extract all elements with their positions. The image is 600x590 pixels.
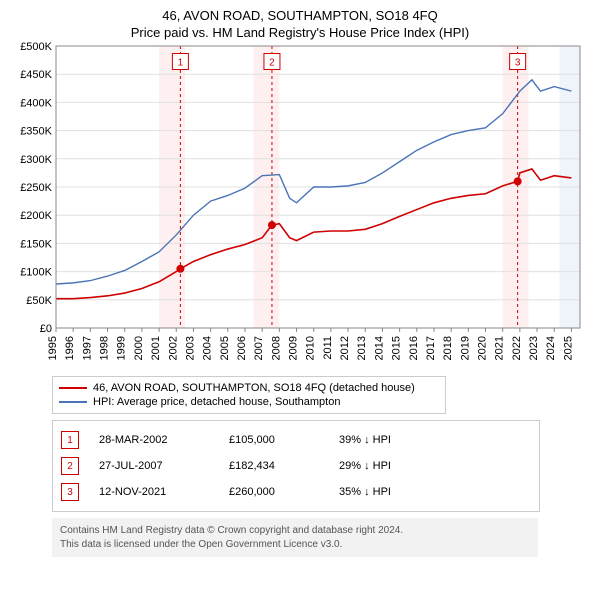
x-tick-label: 2014 — [373, 336, 385, 360]
sale-diff: 29% ↓ HPI — [339, 460, 449, 472]
x-tick-label: 2022 — [511, 336, 523, 360]
title-subtitle: Price paid vs. HM Land Registry's House … — [10, 25, 590, 40]
x-tick-label: 2009 — [288, 336, 300, 360]
sale-dot — [176, 265, 184, 273]
legend-label: HPI: Average price, detached house, Sout… — [93, 396, 340, 408]
sales-table: 1 28-MAR-2002 £105,000 39% ↓ HPI 2 27-JUL-200… — [52, 420, 540, 512]
sale-date: 28-MAR-2002 — [99, 434, 209, 446]
sales-row: 3 12-NOV-2021 £260,000 35% ↓ HPI — [61, 479, 531, 505]
y-tick-label: £150K — [20, 238, 52, 250]
y-tick-label: £400K — [20, 97, 52, 109]
x-tick-label: 2005 — [219, 336, 231, 360]
sale-price: £105,000 — [229, 434, 319, 446]
sale-diff: 39% ↓ HPI — [339, 434, 449, 446]
sale-price: £260,000 — [229, 486, 319, 498]
x-tick-label: 2008 — [270, 336, 282, 360]
x-tick-label: 2021 — [494, 336, 506, 360]
x-tick-label: 1998 — [99, 336, 111, 360]
legend-swatch — [59, 401, 87, 403]
title-address: 46, AVON ROAD, SOUTHAMPTON, SO18 4FQ — [10, 8, 590, 23]
price-chart: £0 £50K £100K £150K £200K £250K £300K £350K £400… — [10, 40, 590, 370]
x-tick-label: 2002 — [167, 336, 179, 360]
x-tick-label: 2006 — [236, 336, 248, 360]
x-tick-label: 1999 — [116, 336, 128, 360]
x-tick-label: 2018 — [442, 336, 454, 360]
attribution-line1: Contains HM Land Registry data © Crown c… — [60, 524, 530, 538]
y-tick-label: £50K — [26, 295, 52, 307]
x-tick-label: 2004 — [202, 336, 214, 360]
x-tick-label: 1996 — [64, 336, 76, 360]
x-tick-label: 1995 — [47, 336, 59, 360]
attribution-line2: This data is licensed under the Open Gov… — [60, 538, 530, 552]
sale-marker-number: 3 — [515, 58, 521, 69]
sale-marker-number: 2 — [269, 58, 275, 69]
y-tick-label: £500K — [20, 41, 52, 53]
sale-dot — [514, 177, 522, 185]
y-tick-label: £0 — [40, 323, 52, 335]
legend: 46, AVON ROAD, SOUTHAMPTON, SO18 4FQ (de… — [52, 376, 446, 414]
x-tick-label: 2010 — [305, 336, 317, 360]
x-tick-label: 2024 — [545, 336, 557, 360]
sale-price: £182,434 — [229, 460, 319, 472]
x-tick-label: 2011 — [322, 336, 334, 360]
sale-dot — [268, 221, 276, 229]
y-tick-label: £350K — [20, 126, 52, 138]
y-tick-label: £450K — [20, 69, 52, 81]
x-tick-label: 2007 — [253, 336, 265, 360]
y-tick-label: £200K — [20, 210, 52, 222]
x-tick-label: 2016 — [408, 336, 420, 360]
y-tick-label: £300K — [20, 154, 52, 166]
x-tick-label: 1997 — [81, 336, 93, 360]
x-tick-label: 2023 — [528, 336, 540, 360]
legend-row: HPI: Average price, detached house, Sout… — [59, 395, 439, 409]
x-tick-label: 2001 — [150, 336, 162, 360]
x-tick-label: 2012 — [339, 336, 351, 360]
x-tick-label: 2003 — [184, 336, 196, 360]
x-tick-label: 2017 — [425, 336, 437, 360]
sales-row: 2 27-JUL-2007 £182,434 29% ↓ HPI — [61, 453, 531, 479]
sale-diff: 35% ↓ HPI — [339, 486, 449, 498]
sales-row: 1 28-MAR-2002 £105,000 39% ↓ HPI — [61, 427, 531, 453]
legend-swatch — [59, 387, 87, 389]
x-tick-label: 2025 — [562, 336, 574, 360]
x-tick-label: 2015 — [391, 336, 403, 360]
sale-date: 12-NOV-2021 — [99, 486, 209, 498]
sale-badge: 3 — [61, 483, 79, 501]
y-tick-label: £100K — [20, 267, 52, 279]
x-tick-label: 2020 — [477, 336, 489, 360]
y-tick-label: £250K — [20, 182, 52, 194]
x-tick-label: 2019 — [459, 336, 471, 360]
x-tick-label: 2000 — [133, 336, 145, 360]
sale-marker-number: 1 — [178, 58, 184, 69]
legend-row: 46, AVON ROAD, SOUTHAMPTON, SO18 4FQ (de… — [59, 381, 439, 395]
attribution: Contains HM Land Registry data © Crown c… — [52, 518, 538, 557]
legend-label: 46, AVON ROAD, SOUTHAMPTON, SO18 4FQ (de… — [93, 382, 415, 394]
chart-container: 46, AVON ROAD, SOUTHAMPTON, SO18 4FQ Pri… — [0, 0, 600, 567]
sale-badge: 1 — [61, 431, 79, 449]
x-tick-label: 2013 — [356, 336, 368, 360]
chart-titles: 46, AVON ROAD, SOUTHAMPTON, SO18 4FQ Pri… — [10, 8, 590, 40]
sale-badge: 2 — [61, 457, 79, 475]
sale-date: 27-JUL-2007 — [99, 460, 209, 472]
